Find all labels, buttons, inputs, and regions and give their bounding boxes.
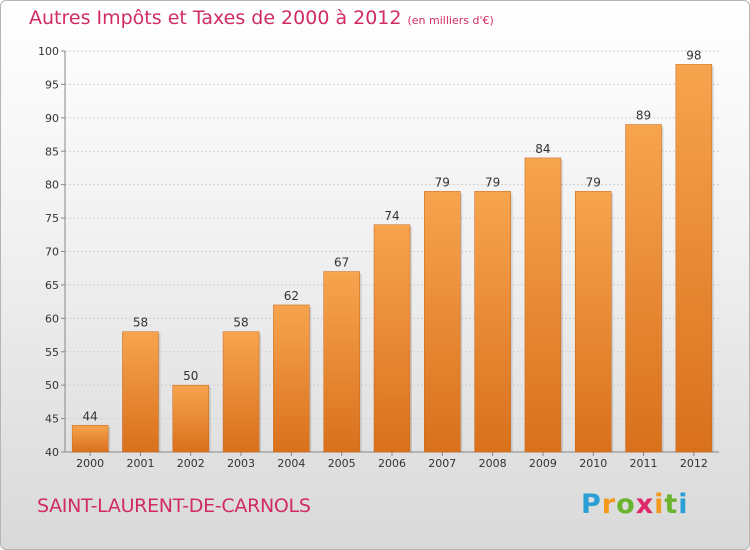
y-tick-label: 45 <box>45 413 59 426</box>
logo-letter: o <box>616 489 636 520</box>
x-tick-label-2009: 2009 <box>529 457 557 470</box>
data-label-2007: 79 <box>435 175 450 189</box>
x-tick-label-2001: 2001 <box>126 457 154 470</box>
data-label-2009: 84 <box>535 142 550 156</box>
data-label-2003: 58 <box>233 316 248 330</box>
x-tick-label-2010: 2010 <box>579 457 607 470</box>
data-labels: 44 58 50 58 62 67 74 79 79 84 79 89 98 <box>83 48 702 423</box>
y-tick-label: 50 <box>45 379 59 392</box>
logo-letter: t <box>664 489 679 520</box>
data-label-2008: 79 <box>485 175 500 189</box>
data-label-2006: 74 <box>384 209 399 223</box>
y-tick-label: 100 <box>38 45 59 58</box>
bar-2002 <box>172 384 210 453</box>
x-tick-label-2000: 2000 <box>76 457 104 470</box>
x-tick-label-2012: 2012 <box>680 457 708 470</box>
bar-2007 <box>424 191 461 453</box>
bar-2009 <box>524 157 562 453</box>
data-label-2010: 79 <box>586 175 601 189</box>
y-tick-label: 65 <box>45 279 59 292</box>
y-tick-label: 60 <box>45 312 59 325</box>
data-label-2005: 67 <box>334 256 349 270</box>
bar-2005 <box>323 271 360 453</box>
x-tick-label-2011: 2011 <box>630 457 658 470</box>
y-tick-label: 75 <box>45 212 59 225</box>
y-tick-label: 55 <box>45 346 59 359</box>
proxiti-logo[interactable]: Proxiti <box>581 489 689 520</box>
bar-2000 <box>71 425 109 453</box>
data-label-2002: 50 <box>183 369 198 383</box>
bar-2006 <box>373 224 411 453</box>
logo-letter: i <box>654 489 665 520</box>
x-tick-label-2008: 2008 <box>479 457 507 470</box>
chart-title: Autres Impôts et Taxes de 2000 à 2012 <box>29 7 402 29</box>
axes: 40 45 50 55 60 65 70 75 80 85 90 95 100 2000 2001 2002 2… <box>38 45 719 470</box>
data-label-2004: 62 <box>284 289 299 303</box>
logo-letter: P <box>581 489 602 520</box>
x-tick-label-2006: 2006 <box>378 457 406 470</box>
data-label-2000: 44 <box>83 409 98 423</box>
bar-2011 <box>625 124 662 453</box>
y-tick-label: 95 <box>45 78 59 91</box>
x-tick-label-2007: 2007 <box>428 457 456 470</box>
bar-2008 <box>474 191 511 453</box>
y-tick-label: 90 <box>45 112 59 125</box>
bar-2004 <box>273 304 310 453</box>
unit-note: (en milliers d'€) <box>407 14 494 27</box>
bar-2001 <box>122 331 159 453</box>
logo-letter: r <box>601 489 617 520</box>
x-tick-label-2002: 2002 <box>177 457 205 470</box>
y-tick-label: 80 <box>45 179 59 192</box>
data-label-2001: 58 <box>133 316 148 330</box>
x-tick-label-2003: 2003 <box>227 457 255 470</box>
commune-name: SAINT-LAURENT-DE-CARNOLS <box>37 495 311 517</box>
y-tick-label: 85 <box>45 145 59 158</box>
bars <box>71 64 714 453</box>
bar-2012 <box>675 64 713 453</box>
y-tick-label: 70 <box>45 246 59 259</box>
x-tick-label-2005: 2005 <box>328 457 356 470</box>
data-label-2011: 89 <box>636 109 651 123</box>
logo-letter: i <box>678 489 689 520</box>
data-label-2012: 98 <box>686 48 701 62</box>
y-tick-label: 40 <box>45 446 59 459</box>
logo-letter: x <box>635 489 655 520</box>
x-tick-label-2004: 2004 <box>277 457 305 470</box>
bar-2010 <box>574 191 612 453</box>
title-row: Autres Impôts et Taxes de 2000 à 2012 (en… <box>29 7 494 29</box>
bar-2003 <box>222 331 260 453</box>
